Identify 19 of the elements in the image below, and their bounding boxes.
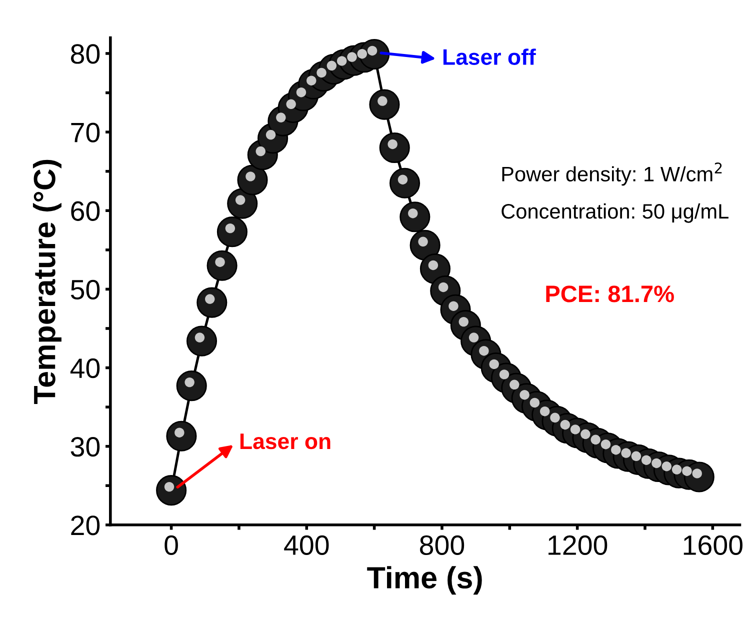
- x-tick-label: 1200: [548, 535, 608, 556]
- y-tick-label: 60: [71, 201, 100, 221]
- y-tick-label: 40: [70, 358, 100, 378]
- x-tick-label: 1600: [684, 535, 742, 556]
- x-tick-label: 800: [420, 535, 464, 556]
- annotation: Laser on: [240, 434, 330, 450]
- x-axis-title: Time (s): [367, 566, 482, 595]
- y-tick-label: 20: [71, 516, 100, 536]
- annotation: Power density: 1 W/cm$^{2}$: [502, 162, 722, 186]
- y-tick-label: 80: [70, 44, 100, 64]
- y-tick-label: 70: [71, 122, 100, 142]
- annotation: PCE: 81.7%: [546, 286, 674, 302]
- y-tick-label: 50: [70, 280, 100, 300]
- annotation: Concentration: 50 μg/mL: [502, 203, 728, 223]
- y-tick-label: 30: [70, 437, 100, 457]
- x-tick-label: 400: [284, 535, 329, 556]
- y-axis-title: Temperature (°C): [32, 160, 62, 404]
- x-tick-label: 0: [164, 535, 178, 556]
- annotation: Laser off: [443, 48, 536, 65]
